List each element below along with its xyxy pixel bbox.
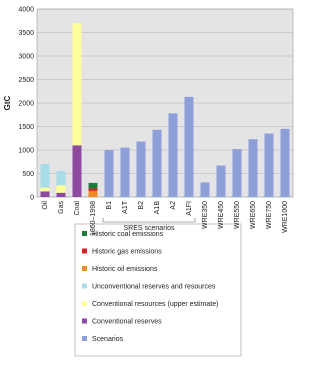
y-tick-label: 2000: [18, 101, 34, 108]
x-tick-label: WRE750: [266, 201, 273, 229]
bar-segment: [152, 129, 162, 197]
bar-segment: [56, 185, 66, 193]
bar-segment: [200, 182, 210, 197]
x-tick-label: Gas: [58, 201, 65, 214]
legend-swatch: [82, 231, 87, 236]
bar-segment: [40, 187, 50, 192]
x-tick-label: B2: [138, 201, 145, 210]
legend-swatch: [82, 248, 87, 254]
legend-swatch: [82, 336, 87, 341]
y-tick-label: 0: [30, 195, 34, 202]
bar-segment: [88, 190, 98, 197]
legend-label: Conventional reserves: [92, 319, 162, 326]
legend-label: Historic gas emissions: [92, 249, 162, 256]
bar-segment: [56, 171, 66, 186]
x-tick-label: A1B: [154, 201, 161, 215]
legend-swatch: [82, 318, 87, 324]
legend-label: Conventional resources (upper estimate): [92, 301, 218, 308]
legend-label: Scenarios: [92, 336, 124, 343]
x-tick-label: B1: [106, 201, 113, 210]
x-tick-label: A2: [170, 201, 177, 210]
bar-segment: [72, 145, 82, 197]
bar-segment: [56, 192, 66, 197]
bar-segment: [248, 139, 258, 197]
legend-swatch: [82, 266, 87, 271]
bar-segment: [184, 96, 194, 197]
y-tick-label: 3000: [18, 54, 34, 61]
legend-label: Unconventional reserves and resources: [92, 284, 216, 291]
bar-segment: [136, 141, 146, 197]
legend-swatch: [82, 301, 87, 306]
bar-segment: [120, 147, 130, 197]
x-tick-label: A1T: [122, 200, 129, 214]
x-tick-label: WRE550: [234, 201, 241, 229]
legend-label: Historic coal emissions: [92, 231, 164, 238]
bar-segment: [40, 191, 50, 197]
x-tick-label: WRE350: [202, 201, 209, 229]
bar-segment: [168, 113, 178, 197]
annotation: SRES scenarios: [124, 225, 175, 232]
x-tick-label: WRE650: [250, 201, 257, 229]
y-tick-label: 1000: [18, 148, 34, 155]
bracket: [102, 218, 196, 223]
bar-segment: [88, 188, 98, 191]
bar-segment: [232, 149, 242, 197]
legend-swatch: [82, 283, 87, 289]
x-tick-label: 1860–1998: [90, 201, 97, 236]
bar-segment: [88, 182, 98, 189]
x-tick-label: WRE1000: [282, 201, 289, 233]
x-tick-label: A1FI: [186, 201, 193, 216]
bar-segment: [40, 164, 50, 188]
x-tick-label: Oil: [42, 201, 49, 210]
bar-segment: [104, 150, 114, 197]
bar-segment: [72, 23, 82, 146]
chart: GtC 0 500 1000 1500 2000 2500 3000 3500 4000 Oil G…: [3, 7, 294, 357]
x-tick-label: Coal: [74, 201, 81, 216]
legend-box: [74, 223, 242, 357]
y-tick-label: 1500: [18, 124, 34, 131]
bar-segment: [216, 165, 226, 197]
y-axis-label: GtC: [3, 95, 12, 110]
y-tick-label: 4000: [18, 7, 34, 14]
y-tick-label: 2500: [18, 77, 34, 84]
bar-segment: [280, 128, 290, 197]
x-tick-label: WRE450: [218, 201, 225, 229]
legend-label: Historic oil emissions: [92, 266, 158, 273]
y-tick-label: 500: [22, 171, 34, 178]
y-tick-label: 3500: [18, 30, 34, 37]
bar-segment: [264, 133, 274, 197]
